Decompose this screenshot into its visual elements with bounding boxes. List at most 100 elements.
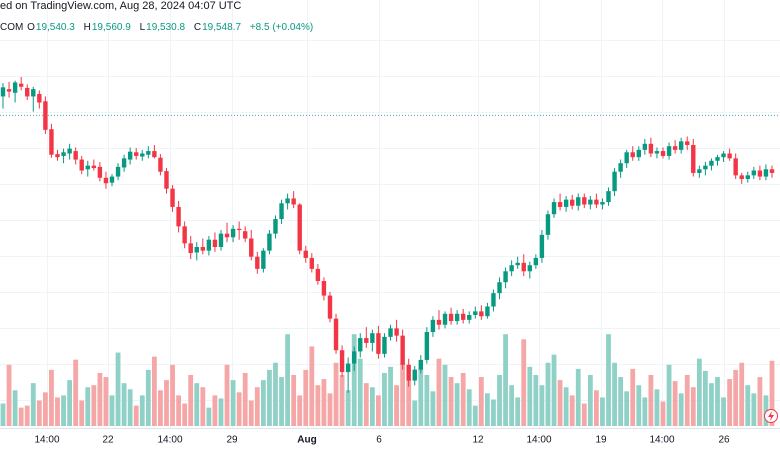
candle	[576, 193, 581, 211]
volume-bar	[158, 390, 163, 426]
lightning-icon[interactable]	[764, 409, 778, 423]
volume-bar	[769, 360, 775, 426]
candle	[109, 174, 115, 187]
candle	[763, 164, 769, 181]
candle-body	[727, 153, 732, 159]
candle	[315, 264, 321, 285]
candle	[206, 236, 212, 256]
candle-body	[509, 265, 514, 272]
volume-bar	[424, 375, 430, 426]
candle	[345, 357, 351, 393]
candle-body	[763, 169, 769, 177]
candle-body	[376, 333, 381, 354]
volume-bar	[442, 364, 448, 426]
candle	[727, 148, 732, 161]
close-value: 19,548.7	[202, 22, 242, 33]
candle-body	[97, 166, 103, 178]
candle	[527, 261, 532, 279]
volume-bar	[49, 369, 54, 426]
volume-bar	[406, 380, 412, 426]
candle	[279, 199, 284, 224]
candle-body	[37, 94, 42, 103]
candle	[551, 198, 557, 218]
candle	[140, 149, 145, 161]
candle-body	[109, 176, 115, 183]
volume-bar	[297, 395, 303, 426]
volume-bar	[248, 400, 254, 426]
volume-bar	[491, 399, 496, 426]
candle	[430, 316, 436, 337]
candle-body	[721, 153, 726, 158]
candle-body	[358, 338, 363, 352]
candle	[212, 232, 218, 252]
candlestick-series	[0, 77, 775, 393]
candle	[31, 86, 36, 112]
volume-bar	[539, 385, 545, 426]
candle	[321, 277, 327, 301]
candle-body	[345, 363, 351, 373]
volume-bar	[36, 400, 42, 426]
volume-bar	[581, 403, 587, 426]
candle-body	[134, 152, 139, 156]
candle	[739, 172, 744, 184]
candle	[418, 355, 423, 374]
volume-bar	[42, 392, 48, 426]
candle	[230, 225, 236, 243]
volume-bar	[273, 362, 278, 426]
candle-body	[733, 158, 738, 176]
candle-body	[291, 198, 296, 205]
volume-bar	[127, 389, 133, 426]
volume-bar	[612, 362, 617, 426]
candle-body	[569, 199, 575, 206]
candle-body	[212, 239, 218, 247]
candle-body	[588, 199, 593, 205]
candle	[115, 163, 121, 181]
volume-bar	[412, 400, 418, 426]
candle	[703, 162, 708, 176]
candle	[249, 230, 254, 261]
candle-body	[0, 87, 6, 97]
candle	[236, 221, 242, 240]
volume-bar	[448, 377, 454, 426]
candle-body	[315, 268, 321, 281]
candle-body	[424, 332, 430, 360]
candle	[6, 81, 12, 98]
volume-bar	[85, 387, 91, 426]
volume-bar	[727, 379, 733, 426]
volume-bar	[739, 362, 745, 426]
candle-body	[769, 169, 775, 173]
candle	[273, 215, 278, 239]
volume-bar	[557, 380, 563, 426]
candle-body	[267, 233, 272, 251]
volume-bar	[18, 407, 24, 426]
candle-body	[25, 87, 30, 97]
candle-body	[545, 214, 551, 235]
volume-bar	[24, 405, 30, 426]
candle-body	[624, 152, 629, 164]
candle-body	[194, 247, 199, 253]
candle	[733, 153, 738, 179]
volume-bar	[133, 405, 139, 426]
candle-body	[406, 364, 411, 381]
candle	[146, 146, 151, 159]
volume-bar	[363, 383, 369, 426]
candle	[642, 138, 648, 155]
x-tick-label: 14:00	[649, 435, 674, 446]
candle	[49, 123, 54, 158]
volume-bar	[170, 364, 175, 426]
candle	[612, 168, 617, 196]
x-tick-label: 14:00	[526, 435, 551, 446]
x-tick-label: 19	[595, 435, 607, 446]
candle-body	[394, 328, 399, 336]
candle-body	[249, 238, 254, 257]
volume-bar	[618, 377, 624, 426]
candle	[25, 84, 30, 101]
candle	[709, 158, 714, 171]
candle	[333, 313, 339, 354]
volume-bar	[503, 334, 508, 426]
volume-bar	[61, 395, 66, 426]
volume-bar	[594, 390, 599, 426]
candle-body	[230, 228, 236, 238]
volume-bar	[79, 400, 85, 426]
